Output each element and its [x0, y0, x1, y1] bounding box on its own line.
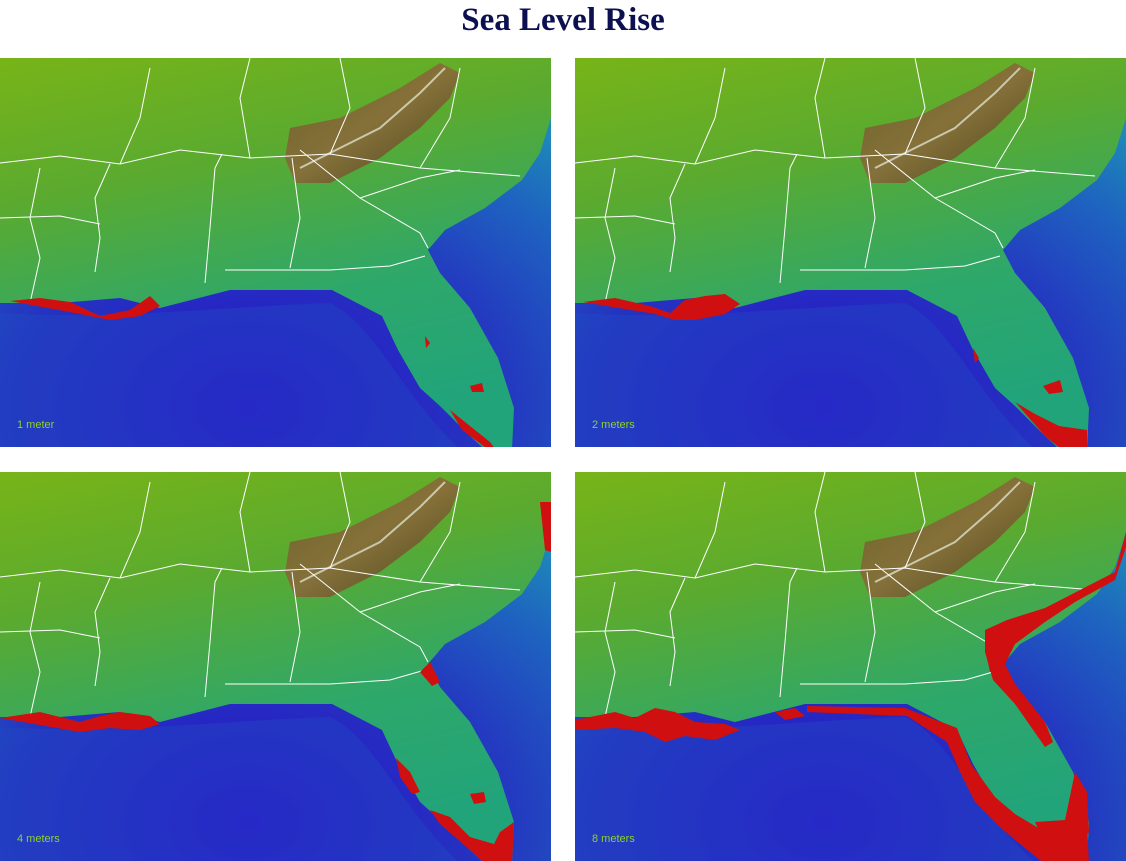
state-border: [225, 255, 426, 271]
flood-area: [1043, 380, 1063, 394]
state-border: [204, 567, 223, 698]
flood-area: [775, 708, 805, 720]
flood-area: [985, 648, 1003, 672]
state-border: [329, 472, 351, 569]
state-border: [874, 149, 1004, 249]
state-border: [575, 149, 1096, 177]
map-panel: 1 meter: [0, 58, 551, 447]
map: 4 meters: [0, 472, 551, 861]
state-border: [814, 472, 826, 573]
state-border: [864, 571, 876, 683]
state-border: [299, 563, 429, 663]
shelf: [575, 303, 1045, 447]
map: 2 meters: [575, 58, 1126, 447]
state-border: [119, 481, 151, 579]
state-border: [289, 157, 301, 269]
land: [575, 58, 1126, 447]
flood-area: [425, 336, 430, 348]
flood-area: [807, 706, 1089, 861]
state-border: [289, 571, 301, 683]
flood-area: [10, 296, 160, 320]
flood-area: [470, 792, 486, 804]
flood-area: [985, 532, 1126, 747]
state-border: [94, 163, 111, 273]
state-border: [864, 157, 876, 269]
flood-area: [0, 712, 160, 732]
state-border: [299, 149, 429, 249]
state-border: [359, 583, 461, 613]
flood-area: [973, 348, 979, 363]
flood-area: [1035, 772, 1089, 852]
state-border: [575, 563, 1096, 591]
state-border: [419, 481, 461, 583]
state-border: [934, 169, 1036, 199]
shelf: [0, 303, 470, 447]
land: [575, 472, 1126, 861]
state-border: [994, 481, 1036, 583]
state-border: [419, 67, 461, 169]
state-border: [0, 629, 101, 639]
flood-area: [575, 708, 740, 742]
state-border: [800, 255, 1001, 271]
state-border: [29, 167, 41, 304]
state-border: [904, 58, 926, 155]
flood-area: [450, 410, 494, 447]
flood-area: [396, 758, 420, 794]
state-border: [779, 153, 798, 284]
state-border: [94, 577, 111, 687]
land: [0, 472, 551, 861]
map-panel: 4 meters: [0, 472, 551, 861]
state-border: [934, 583, 1036, 613]
state-border: [669, 163, 686, 273]
state-border: [604, 167, 616, 304]
state-border: [604, 581, 616, 718]
flood-area: [540, 502, 551, 552]
state-border: [994, 67, 1036, 169]
state-border: [204, 153, 223, 284]
shelf: [575, 717, 1045, 861]
map: 8 meters: [575, 472, 1126, 861]
panel-label: 1 meter: [17, 419, 55, 431]
state-border: [0, 149, 521, 177]
state-border: [0, 215, 101, 225]
state-border: [669, 577, 686, 687]
state-border: [814, 58, 826, 159]
state-border: [575, 215, 676, 225]
panel-label: 4 meters: [17, 833, 60, 845]
state-border: [119, 67, 151, 165]
flood-area: [420, 662, 440, 686]
state-border: [359, 169, 461, 199]
state-border: [779, 567, 798, 698]
state-border: [239, 472, 251, 573]
panel-label: 8 meters: [592, 833, 635, 845]
flood-area: [1015, 402, 1087, 447]
map-panel: 2 meters: [575, 58, 1126, 447]
page-title: Sea Level Rise: [461, 2, 665, 38]
state-border: [904, 472, 926, 569]
land: [0, 58, 551, 447]
flood-area: [470, 383, 484, 392]
flood-area: [430, 810, 514, 861]
state-border: [239, 58, 251, 159]
shelf: [0, 717, 470, 861]
flood-area: [583, 294, 740, 320]
state-border: [29, 581, 41, 718]
state-border: [575, 629, 676, 639]
state-border: [225, 669, 426, 685]
state-border: [800, 669, 1001, 685]
state-border: [694, 481, 726, 579]
panel-label: 2 meters: [592, 419, 635, 431]
map: 1 meter: [0, 58, 551, 447]
state-border: [329, 58, 351, 155]
map-panel: 8 meters: [575, 472, 1126, 861]
state-border: [694, 67, 726, 165]
state-border: [0, 563, 521, 591]
